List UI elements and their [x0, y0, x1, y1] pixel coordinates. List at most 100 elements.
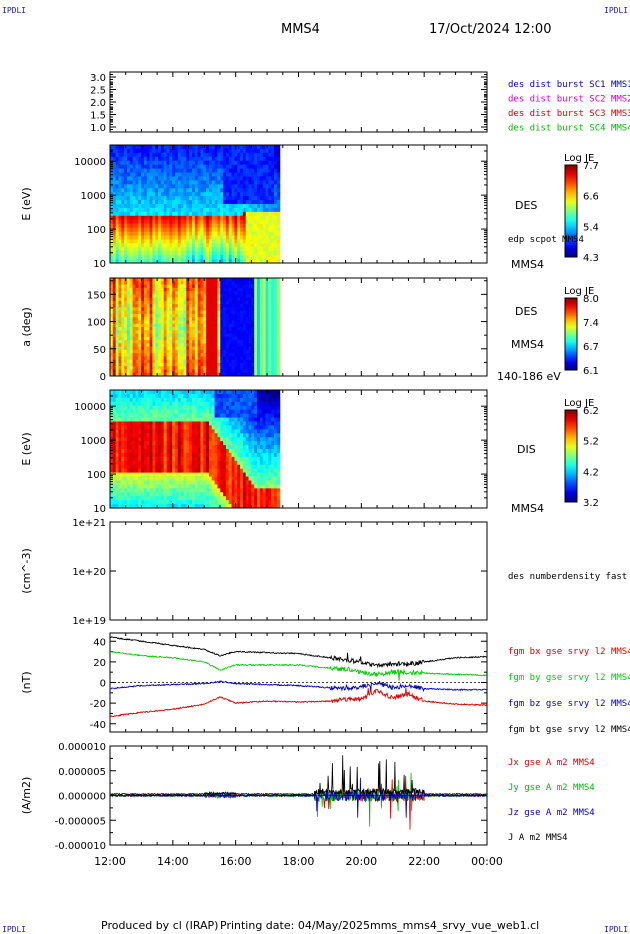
heatmap-cell: [126, 168, 131, 174]
heatmap-cell: [146, 204, 151, 209]
heatmap-cell: [180, 460, 185, 466]
heatmap-cell: [129, 297, 134, 302]
heatmap-cell: [163, 340, 168, 344]
heatmap-cell: [240, 278, 244, 282]
heatmap-cell: [177, 349, 182, 354]
heatmap-cell: [211, 340, 216, 344]
heatmap-cell: [135, 307, 139, 312]
heatmap-cell: [234, 320, 238, 325]
heatmap-cell: [160, 148, 165, 154]
heatmap-cell: [211, 251, 216, 256]
heatmap-cell: [242, 291, 247, 295]
heatmap-cell: [129, 327, 134, 331]
heatmap-cell: [141, 369, 145, 374]
heatmap-cell: [186, 421, 190, 426]
heatmap-cell: [138, 294, 142, 299]
heatmap-cell: [177, 488, 182, 493]
heatmap-cell: [197, 219, 202, 225]
heatmap-cell: [225, 330, 230, 335]
heatmap-cell: [200, 160, 204, 166]
heatmap-cell: [240, 148, 244, 154]
heatmap-cell: [276, 176, 281, 181]
heatmap-cell: [115, 259, 120, 263]
heatmap-cell: [262, 204, 267, 209]
heatmap-cell: [194, 362, 199, 367]
heatmap-cell: [141, 284, 145, 289]
heatmap-cell: [158, 281, 162, 286]
heatmap-cell: [110, 372, 114, 376]
heatmap-cell: [112, 251, 117, 256]
heatmap-cell: [251, 211, 255, 217]
heatmap-cell: [155, 441, 159, 446]
heatmap-cell: [126, 215, 131, 221]
heatmap-cell: [138, 449, 142, 454]
heatmap-cell: [251, 188, 255, 193]
heatmap-cell: [217, 204, 221, 209]
heatmap-cell: [172, 281, 176, 286]
heatmap-cell: [191, 445, 196, 450]
heatmap-cell: [138, 484, 142, 489]
heatmap-cell: [234, 291, 238, 295]
heatmap-cell: [206, 313, 210, 318]
heatmap-cell: [240, 219, 244, 225]
heatmap-cell: [112, 152, 117, 158]
heatmap-cell: [132, 204, 137, 209]
heatmap-cell: [271, 294, 275, 299]
heatmap-cell: [234, 239, 238, 244]
heatmap-cell: [273, 343, 278, 348]
heatmap-cell: [152, 313, 156, 318]
heatmap-cell: [254, 320, 258, 325]
heatmap-cell: [115, 452, 120, 458]
heatmap-cell: [208, 255, 213, 260]
heatmap-cell: [146, 160, 151, 166]
heatmap-cell: [251, 333, 255, 338]
heatmap-cell: [126, 421, 131, 426]
heatmap-cell: [206, 239, 210, 244]
heatmap-cell: [135, 484, 139, 489]
heatmap-cell: [163, 480, 168, 485]
heatmap-cell: [228, 215, 233, 221]
heatmap-cell: [220, 251, 224, 256]
heatmap-cell: [126, 340, 131, 344]
heatmap-cell: [172, 336, 176, 341]
heatmap-cell: [143, 196, 148, 201]
heatmap-cell: [141, 287, 145, 292]
heatmap-cell: [257, 366, 261, 371]
heatmap-cell: [268, 251, 272, 256]
heatmap-cell: [129, 362, 134, 367]
heatmap-cell: [172, 287, 176, 292]
heatmap-cell: [234, 215, 238, 221]
heatmap-cell: [115, 393, 120, 399]
heatmap-cell: [169, 417, 173, 423]
heatmap-cell: [194, 504, 199, 508]
heatmap-cell: [166, 340, 170, 344]
heatmap-cell: [242, 297, 247, 302]
heatmap-cell: [245, 287, 250, 292]
heatmap-cell: [191, 425, 196, 430]
heatmap-cell: [121, 496, 125, 501]
heatmap-cell: [276, 284, 281, 289]
heatmap-cell: [197, 327, 202, 331]
heatmap-cell: [141, 219, 145, 225]
heatmap-cell: [110, 145, 114, 150]
heatmap-cell: [172, 323, 176, 328]
heatmap-cell: [214, 184, 219, 189]
heatmap-cell: [223, 300, 227, 305]
heatmap-cell: [223, 304, 227, 308]
heatmap-cell: [124, 300, 128, 305]
heatmap-cell: [197, 294, 202, 299]
heatmap-cell: [217, 297, 221, 302]
heatmap-cell: [273, 247, 278, 252]
heatmap-cell: [186, 492, 190, 497]
heatmap-cell: [183, 200, 187, 205]
heatmap-cell: [110, 449, 114, 454]
heatmap-cell: [152, 433, 156, 438]
heatmap-cell: [155, 243, 159, 248]
heatmap-cell: [135, 164, 139, 170]
heatmap-cell: [228, 336, 233, 341]
heatmap-cell: [135, 409, 139, 415]
heatmap-cell: [146, 320, 151, 325]
heatmap-cell: [177, 393, 182, 399]
heatmap-cell: [149, 207, 154, 213]
heatmap-cell: [183, 504, 187, 508]
